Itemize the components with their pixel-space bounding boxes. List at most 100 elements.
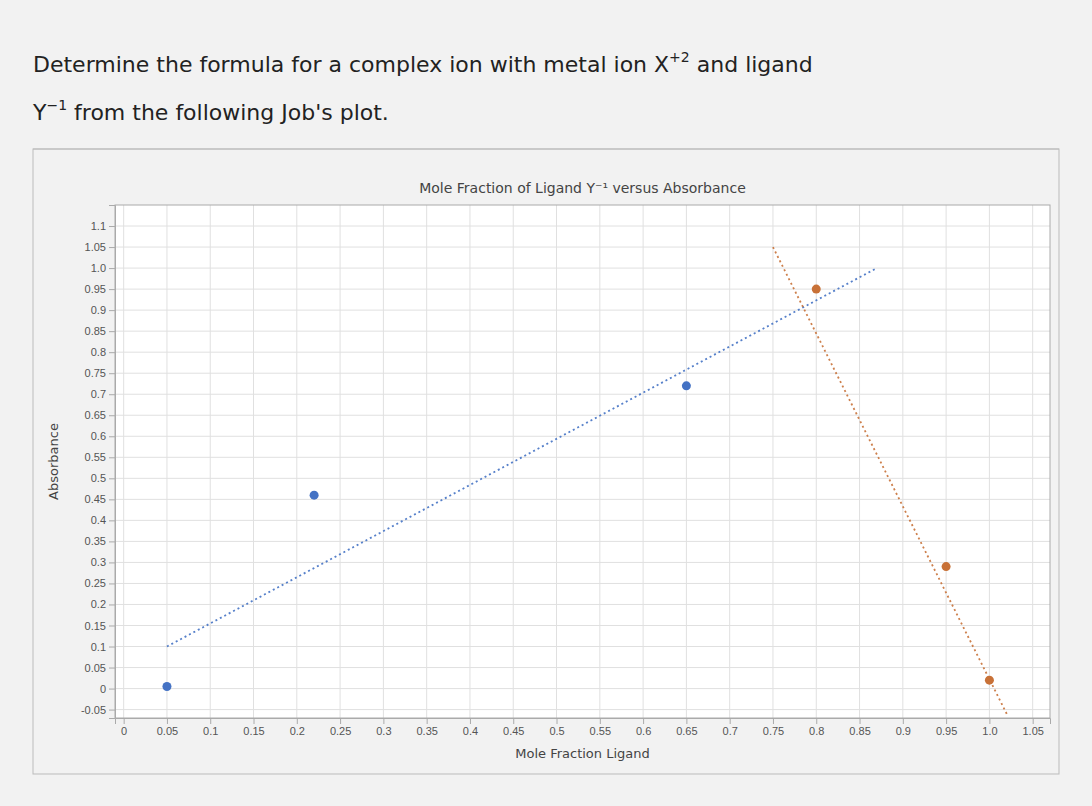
y-axis-label: Absorbance <box>46 423 61 500</box>
tick-label: 1.05 <box>85 241 106 253</box>
tick-mark <box>860 718 861 724</box>
plot-background <box>115 205 1050 718</box>
header-separator <box>33 149 1059 150</box>
header-text: Y <box>32 100 47 125</box>
tick-label: 0.8 <box>809 725 824 737</box>
title: Mole Fraction of Ligand Y⁻¹ versus Absor… <box>419 180 746 196</box>
tick-label: 0.6 <box>91 430 106 442</box>
chart: Determine the formula for a complex ion … <box>0 0 1092 806</box>
tick-mark <box>557 718 558 724</box>
tick: 0.05 <box>157 718 178 737</box>
grid <box>115 205 1050 718</box>
tick: 0.4 <box>463 718 478 737</box>
grid-line <box>166 205 167 718</box>
tick-label: 0.35 <box>85 535 106 547</box>
tick: 0.25 <box>85 577 115 589</box>
grid-line <box>210 205 211 718</box>
tick-mark <box>109 289 115 290</box>
tick-label: 0.4 <box>91 514 106 526</box>
tick: 1.0 <box>982 718 997 737</box>
grid-line <box>115 436 1050 437</box>
x-axis-label: Mole Fraction Ligand <box>515 746 650 761</box>
tick-mark <box>109 583 115 584</box>
tick: 0.8 <box>809 718 824 737</box>
tick: 0.4 <box>91 514 115 526</box>
tick: 0.85 <box>849 718 870 737</box>
grid-line <box>115 331 1050 332</box>
tick-mark <box>109 247 115 248</box>
tick-mark <box>730 718 731 724</box>
tick-label: 0.1 <box>91 641 106 653</box>
tick-mark <box>109 268 115 269</box>
tick: 0.3 <box>91 556 115 568</box>
grid-line <box>729 205 730 718</box>
tick: 0.75 <box>763 718 784 737</box>
tick: 0.95 <box>936 718 957 737</box>
header-text: and ligand <box>690 52 813 77</box>
tick-label: 0.65 <box>85 409 106 421</box>
tick: 1.05 <box>85 241 115 253</box>
grid-line <box>426 205 427 718</box>
x-axis: 00.050.10.150.20.250.30.350.40.450.50.55… <box>116 718 1051 737</box>
tick-mark <box>600 718 601 724</box>
tick-label: 0.35 <box>416 725 437 737</box>
tick: -0.05 <box>81 704 115 716</box>
header-superscript: +2 <box>669 49 690 65</box>
grid-line <box>115 457 1050 458</box>
grid-line <box>115 688 1050 689</box>
grid-line <box>115 247 1050 248</box>
tick-mark <box>167 718 168 724</box>
tick-label: 0.9 <box>91 304 106 316</box>
tick-label: 0.75 <box>763 725 784 737</box>
tick-mark <box>903 718 904 724</box>
grid-line <box>115 499 1050 500</box>
point <box>942 562 951 571</box>
tick: 0.6 <box>91 430 115 442</box>
tick-label: 0.9 <box>896 725 911 737</box>
tick: 0.7 <box>723 718 738 737</box>
tick-mark <box>210 718 211 724</box>
tick: 0.2 <box>290 718 305 737</box>
grid-line <box>599 205 600 718</box>
tick-mark <box>109 604 115 605</box>
tick-mark <box>109 310 115 311</box>
grid-line <box>513 205 514 718</box>
tick-label: 0.95 <box>85 283 106 295</box>
tick-label: 0.05 <box>157 725 178 737</box>
point <box>812 285 821 294</box>
tick: 0.85 <box>85 325 115 337</box>
tick-label: 0.2 <box>91 598 106 610</box>
grid-line <box>469 205 470 718</box>
grid-line <box>989 205 990 718</box>
grid-line <box>686 205 687 718</box>
grid-line <box>816 205 817 718</box>
tick-label: 0.8 <box>91 346 106 358</box>
tick-label: 0.45 <box>85 493 106 505</box>
tick: 1.0 <box>91 262 115 274</box>
tick: 0.15 <box>243 718 264 737</box>
plot-frame <box>115 205 1050 718</box>
grid-line <box>340 205 341 718</box>
point <box>310 491 319 500</box>
tick-label: 0.95 <box>936 725 957 737</box>
tick-label: 0.45 <box>503 725 524 737</box>
tick-mark <box>124 718 125 724</box>
tick-label: 0.6 <box>636 725 651 737</box>
tick-mark <box>427 718 428 724</box>
tick-mark <box>643 718 644 724</box>
grid-line <box>115 709 1050 710</box>
tick: 0.1 <box>91 641 115 653</box>
tick: 0.55 <box>590 718 611 737</box>
tick-mark <box>109 457 115 458</box>
grid-line <box>115 667 1050 668</box>
tick-label: 0.25 <box>85 577 106 589</box>
grid-line <box>643 205 644 718</box>
tick-mark <box>109 352 115 353</box>
tick-mark <box>513 718 514 724</box>
tick-label: 0.7 <box>723 725 738 737</box>
tick-label: 0.65 <box>676 725 697 737</box>
marks <box>162 247 1006 714</box>
tick: 0 <box>121 718 127 737</box>
tick: 0.35 <box>85 535 115 547</box>
tick-label: 0.55 <box>85 451 106 463</box>
